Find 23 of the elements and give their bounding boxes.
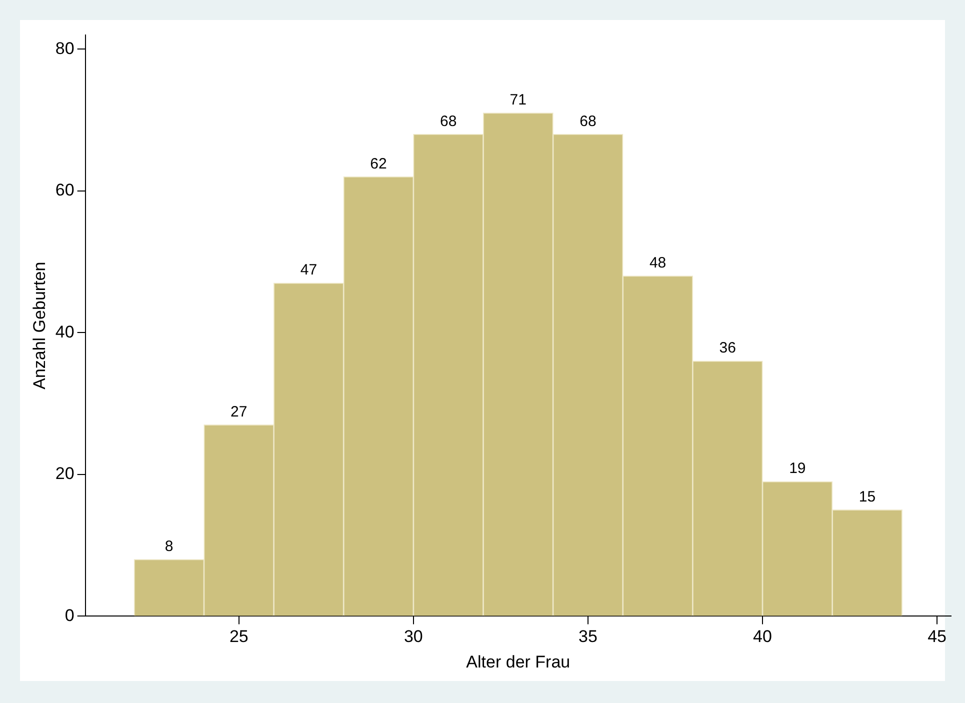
data-label: 19 xyxy=(789,460,806,478)
data-label: 68 xyxy=(580,112,596,130)
x-tick-label: 25 xyxy=(229,627,248,646)
data-label: 71 xyxy=(510,92,526,109)
x-tick-label: 30 xyxy=(404,627,423,646)
data-label: 48 xyxy=(649,254,666,272)
y-tick-label: 20 xyxy=(55,464,74,484)
data-label: 27 xyxy=(230,403,248,420)
y-tick-label: 80 xyxy=(55,38,74,58)
y-tick-label: 40 xyxy=(55,322,74,342)
x-tick-label: 45 xyxy=(928,627,946,646)
x-tick-label: 40 xyxy=(753,627,772,646)
x-tick-label: 35 xyxy=(578,627,598,646)
data-label: 8 xyxy=(164,538,174,556)
y-tick-label: 60 xyxy=(55,180,74,200)
y-tick-label: 0 xyxy=(64,606,74,625)
y-axis-title: Anzahl Geburten xyxy=(30,262,49,390)
data-label: 62 xyxy=(370,155,387,172)
data-label: 47 xyxy=(300,262,318,279)
data-label: 68 xyxy=(440,112,457,130)
x-axis-title: Alter der Frau xyxy=(466,652,570,672)
data-label: 36 xyxy=(719,340,736,357)
data-label: 15 xyxy=(858,488,876,506)
